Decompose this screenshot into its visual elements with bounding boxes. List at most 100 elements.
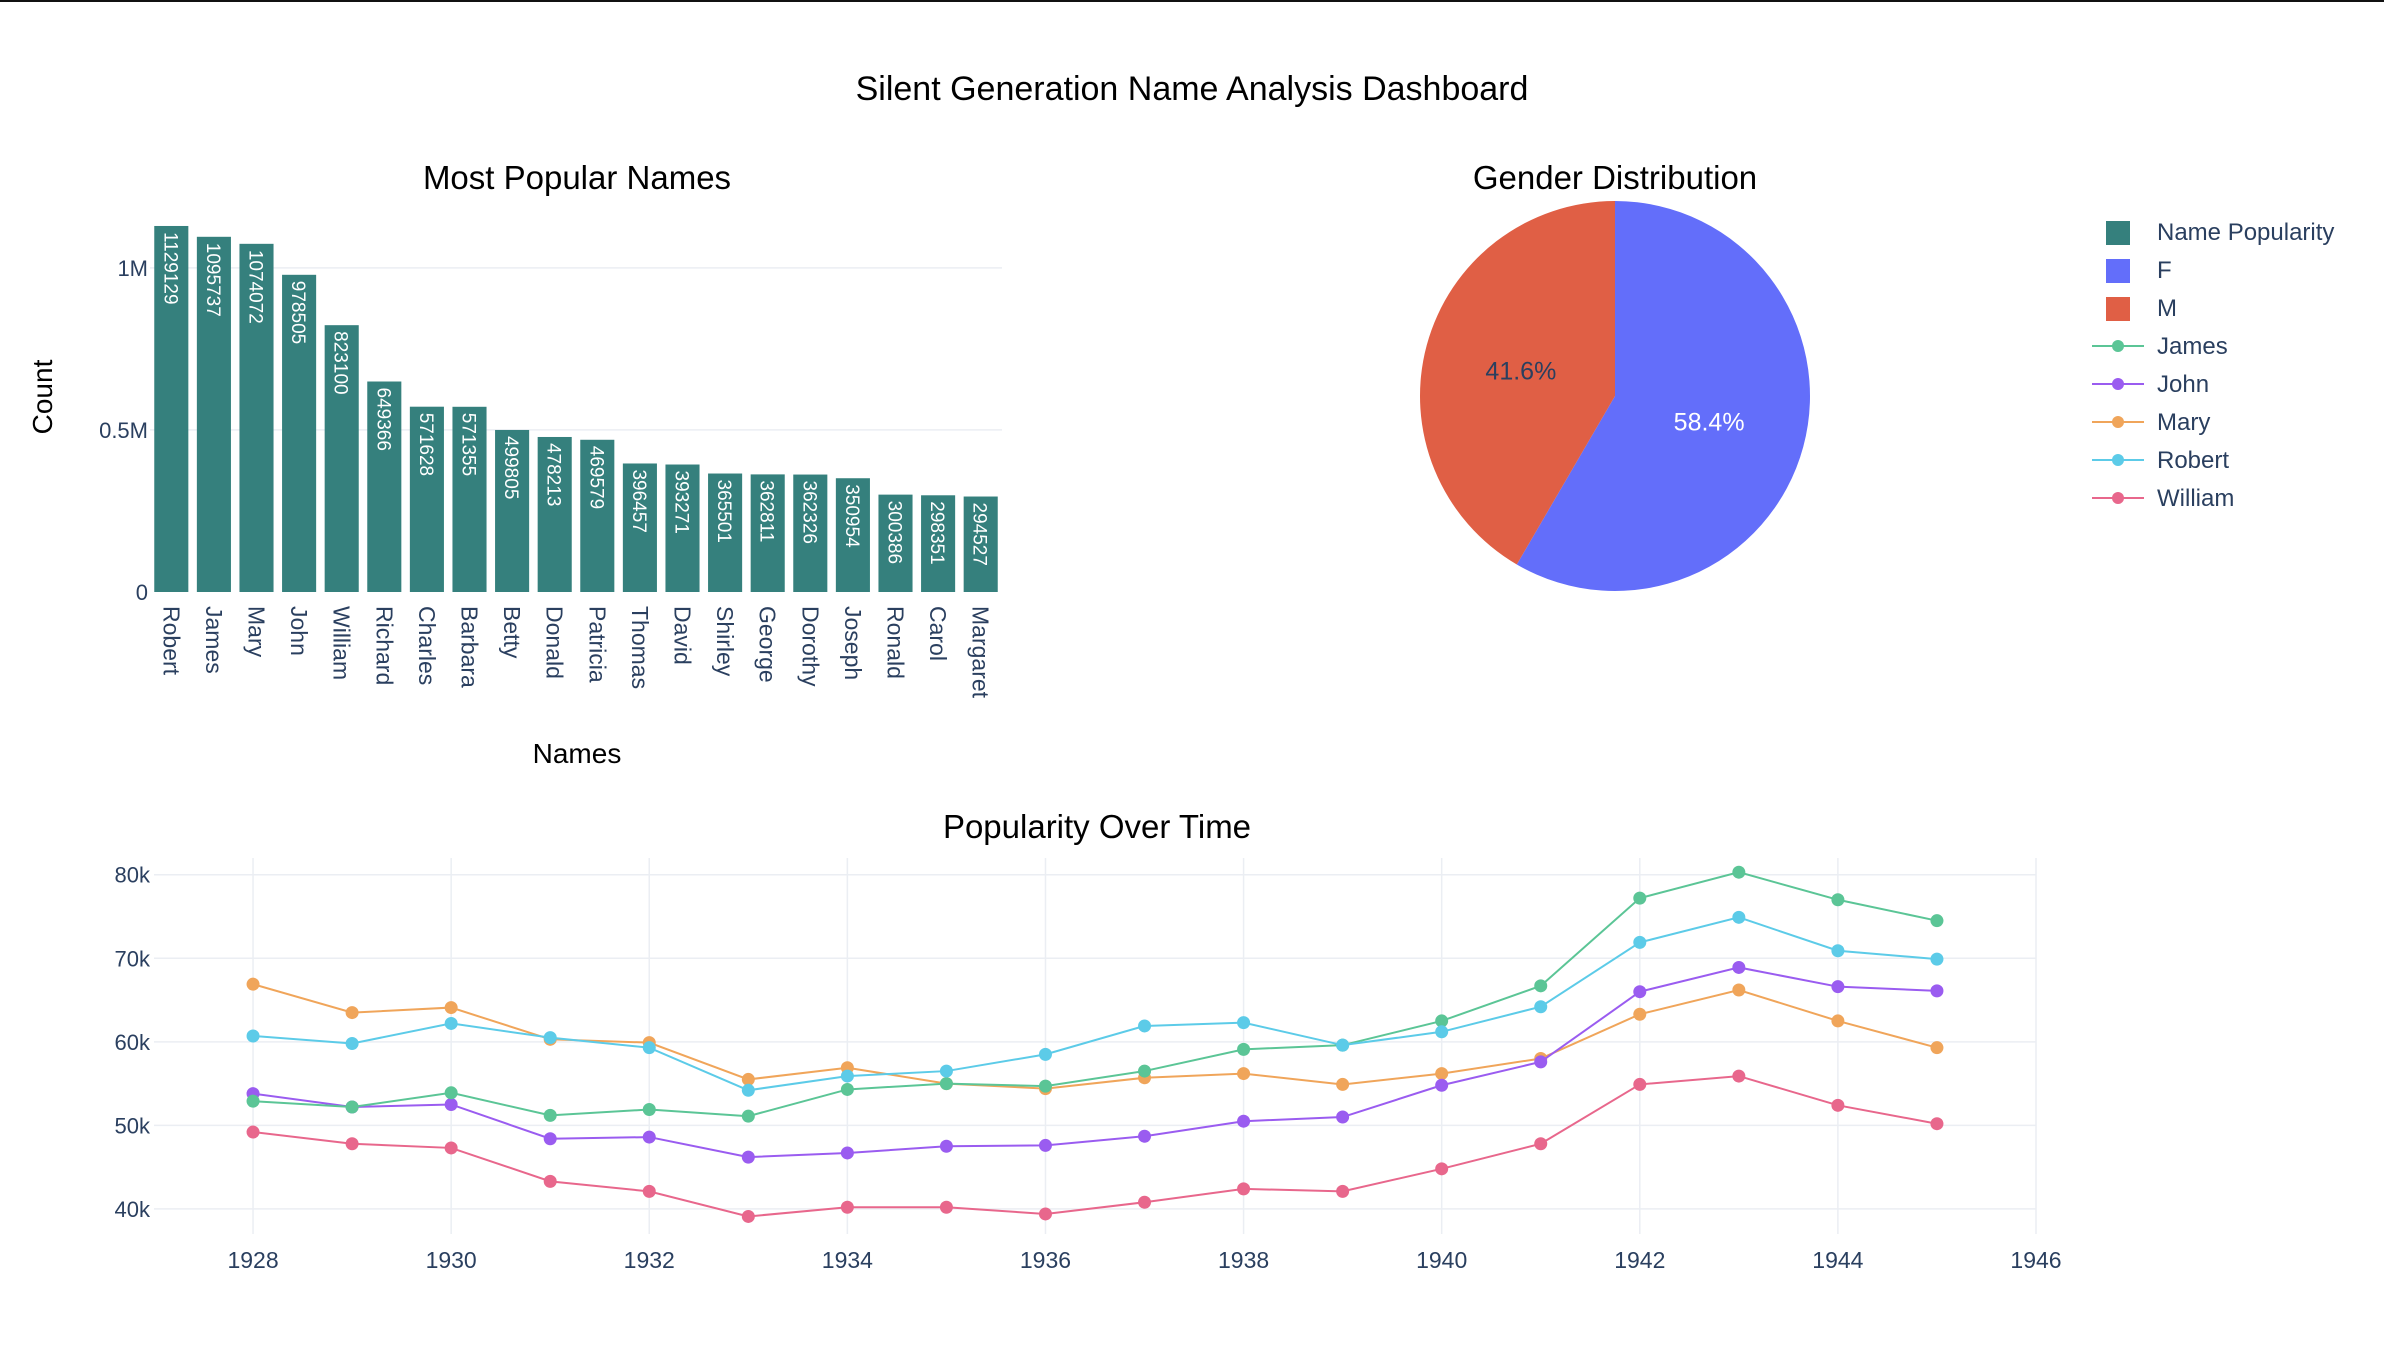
series-point-william[interactable] xyxy=(1633,1077,1647,1091)
series-point-james[interactable] xyxy=(1633,891,1647,905)
series-point-robert[interactable] xyxy=(1534,1000,1548,1014)
series-point-william[interactable] xyxy=(1038,1207,1052,1221)
bar-carol[interactable] xyxy=(921,495,956,592)
bar-ronald[interactable] xyxy=(878,494,913,592)
bar-james[interactable] xyxy=(196,236,231,592)
series-point-robert[interactable] xyxy=(444,1016,458,1030)
series-point-robert[interactable] xyxy=(1732,910,1746,924)
legend-item-james[interactable]: James xyxy=(2092,333,2228,360)
series-point-james[interactable] xyxy=(345,1100,359,1114)
bar-betty[interactable] xyxy=(495,429,530,592)
legend-item-name-popularity[interactable]: Name Popularity xyxy=(2106,219,2334,246)
bar-donald[interactable] xyxy=(537,436,572,592)
series-point-james[interactable] xyxy=(642,1103,656,1117)
series-point-john[interactable] xyxy=(939,1139,953,1153)
series-point-john[interactable] xyxy=(1732,960,1746,974)
series-point-mary[interactable] xyxy=(444,1001,458,1015)
series-point-william[interactable] xyxy=(1534,1137,1548,1151)
series-robert[interactable] xyxy=(246,910,1944,1097)
bar-david[interactable] xyxy=(665,464,700,592)
series-point-john[interactable] xyxy=(444,1097,458,1111)
series-point-james[interactable] xyxy=(939,1077,953,1091)
legend-item-mary[interactable]: Mary xyxy=(2092,409,2210,436)
series-point-william[interactable] xyxy=(840,1200,854,1214)
bar-shirley[interactable] xyxy=(708,473,743,592)
series-point-robert[interactable] xyxy=(543,1031,557,1045)
series-point-robert[interactable] xyxy=(345,1036,359,1050)
series-point-james[interactable] xyxy=(1534,979,1548,993)
series-point-william[interactable] xyxy=(444,1141,458,1155)
bar-george[interactable] xyxy=(750,474,785,592)
series-point-robert[interactable] xyxy=(1435,1025,1449,1039)
series-point-william[interactable] xyxy=(1831,1098,1845,1112)
series-point-william[interactable] xyxy=(246,1125,260,1139)
series-point-james[interactable] xyxy=(1732,865,1746,879)
bar-robert[interactable] xyxy=(154,225,189,593)
bar-patricia[interactable] xyxy=(580,439,615,592)
chart-legend[interactable]: Name Popularity FM James John Mary Robert Will… xyxy=(2092,219,2334,512)
bar-thomas[interactable] xyxy=(622,463,657,592)
bar-margaret[interactable] xyxy=(963,496,998,592)
legend-item-f[interactable]: F xyxy=(2106,257,2172,284)
series-point-robert[interactable] xyxy=(741,1083,755,1097)
series-point-william[interactable] xyxy=(741,1209,755,1223)
bar-dorothy[interactable] xyxy=(793,474,828,592)
series-point-john[interactable] xyxy=(642,1130,656,1144)
series-point-william[interactable] xyxy=(543,1174,557,1188)
bar-richard[interactable] xyxy=(367,381,402,592)
series-point-william[interactable] xyxy=(1435,1162,1449,1176)
pie-slice-f[interactable] xyxy=(1516,201,1810,591)
series-point-robert[interactable] xyxy=(1038,1047,1052,1061)
series-point-mary[interactable] xyxy=(345,1006,359,1020)
series-point-john[interactable] xyxy=(840,1146,854,1160)
series-john[interactable] xyxy=(246,960,1944,1164)
legend-item-john[interactable]: John xyxy=(2092,371,2209,398)
pie-slice-m[interactable] xyxy=(1419,201,1615,565)
series-point-mary[interactable] xyxy=(1930,1041,1944,1055)
series-point-mary[interactable] xyxy=(741,1072,755,1086)
series-point-john[interactable] xyxy=(1336,1110,1350,1124)
bar-chart-bars[interactable] xyxy=(154,225,998,593)
series-point-john[interactable] xyxy=(1138,1129,1152,1143)
series-point-john[interactable] xyxy=(1831,980,1845,994)
bar-barbara[interactable] xyxy=(452,406,487,592)
legend-item-m[interactable]: M xyxy=(2106,295,2177,322)
series-point-mary[interactable] xyxy=(1435,1067,1449,1081)
series-point-robert[interactable] xyxy=(840,1069,854,1083)
series-point-robert[interactable] xyxy=(1336,1038,1350,1052)
series-point-john[interactable] xyxy=(543,1132,557,1146)
series-point-robert[interactable] xyxy=(246,1029,260,1043)
series-point-mary[interactable] xyxy=(1633,1007,1647,1021)
series-point-william[interactable] xyxy=(1732,1069,1746,1083)
series-point-robert[interactable] xyxy=(1633,935,1647,949)
series-point-james[interactable] xyxy=(1138,1064,1152,1078)
series-point-james[interactable] xyxy=(840,1082,854,1096)
series-point-james[interactable] xyxy=(1435,1014,1449,1028)
series-point-william[interactable] xyxy=(345,1137,359,1151)
series-point-john[interactable] xyxy=(1435,1078,1449,1092)
series-point-john[interactable] xyxy=(1038,1138,1052,1152)
series-point-mary[interactable] xyxy=(1237,1067,1251,1081)
series-point-robert[interactable] xyxy=(1237,1016,1251,1030)
series-point-james[interactable] xyxy=(1930,914,1944,928)
series-point-robert[interactable] xyxy=(642,1041,656,1055)
series-point-mary[interactable] xyxy=(1336,1077,1350,1091)
series-point-william[interactable] xyxy=(1138,1195,1152,1209)
line-chart-series[interactable] xyxy=(246,865,1944,1223)
series-point-mary[interactable] xyxy=(246,977,260,991)
series-point-james[interactable] xyxy=(444,1086,458,1100)
bar-william[interactable] xyxy=(324,325,359,592)
bar-joseph[interactable] xyxy=(835,478,870,592)
series-point-robert[interactable] xyxy=(939,1064,953,1078)
series-point-william[interactable] xyxy=(1237,1182,1251,1196)
series-point-john[interactable] xyxy=(1237,1114,1251,1128)
series-point-james[interactable] xyxy=(1831,893,1845,907)
series-point-james[interactable] xyxy=(1038,1079,1052,1093)
pie-chart-slices[interactable] xyxy=(1419,201,1810,591)
series-point-john[interactable] xyxy=(741,1150,755,1164)
bar-charles[interactable] xyxy=(409,406,444,592)
series-william[interactable] xyxy=(246,1069,1944,1223)
bar-mary[interactable] xyxy=(239,243,274,592)
series-point-james[interactable] xyxy=(741,1109,755,1123)
series-point-mary[interactable] xyxy=(1732,983,1746,997)
